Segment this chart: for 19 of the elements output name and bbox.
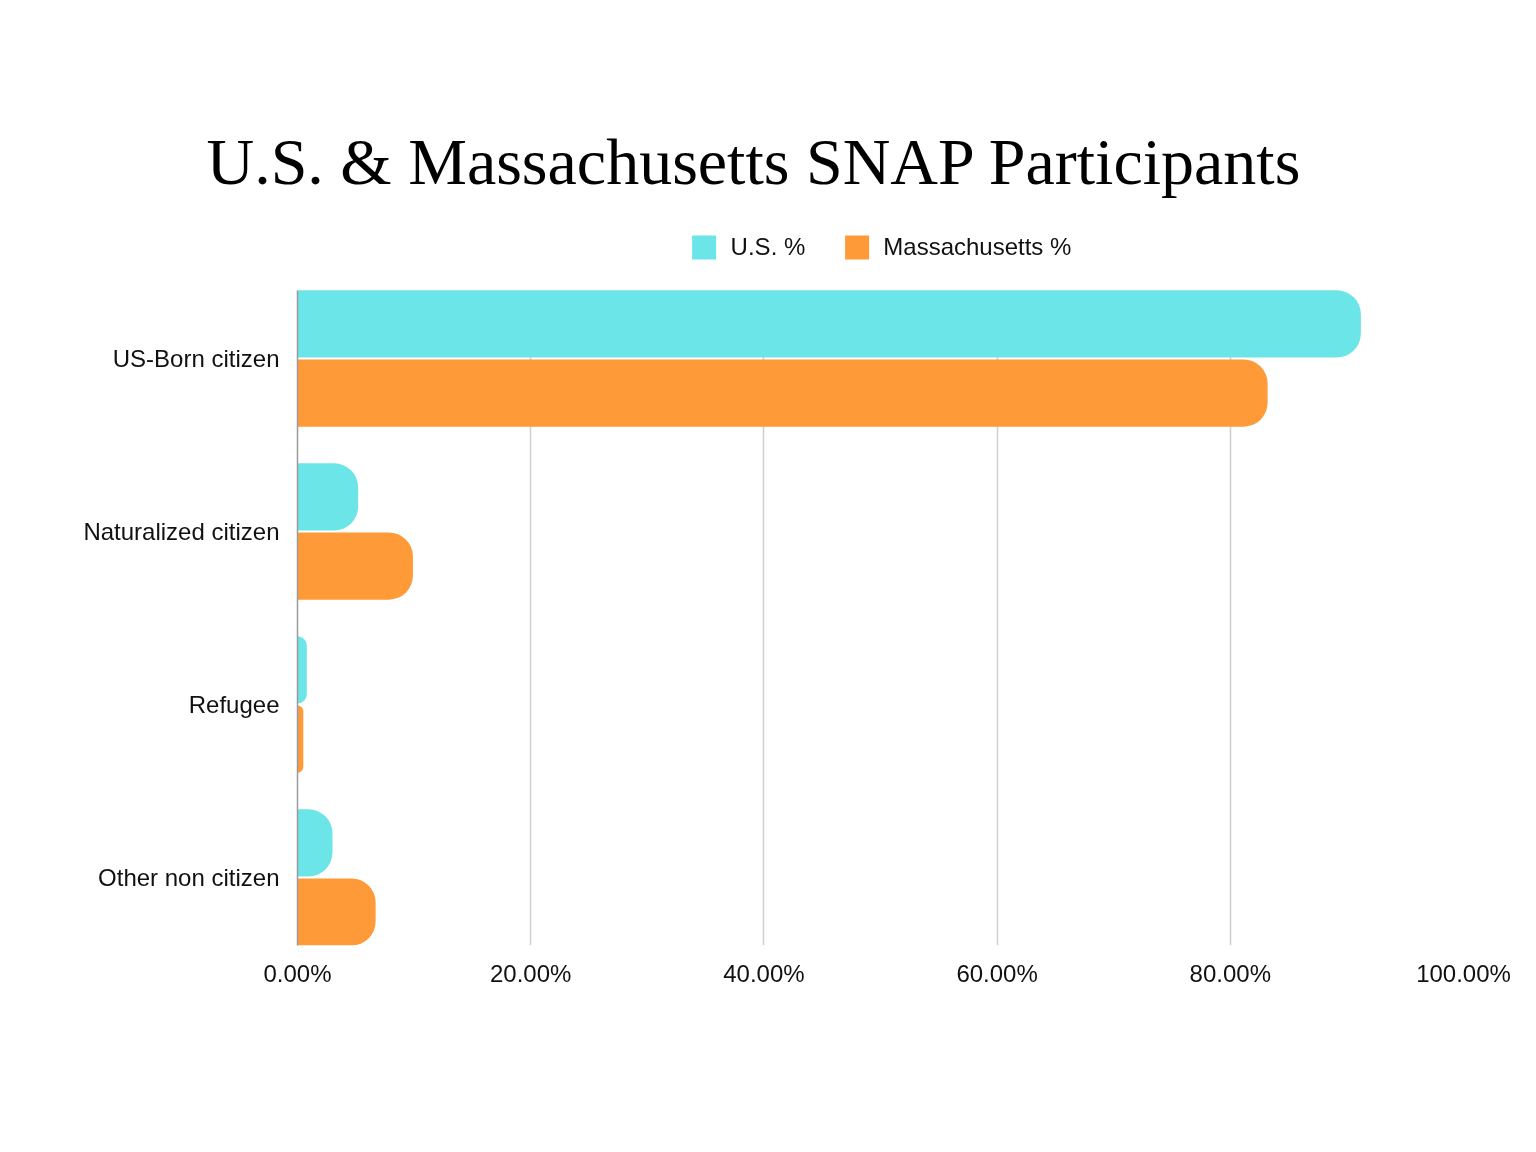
chart-title: U.S. & Massachusetts SNAP Participants: [206, 124, 1301, 198]
bar: [297, 636, 307, 704]
legend-label: Massachusetts %: [883, 233, 1072, 261]
bar: [297, 532, 413, 600]
legend-label: U.S. %: [730, 233, 806, 261]
bar: [297, 290, 1361, 358]
y-tick-label: US-Born citizen: [112, 344, 280, 372]
x-tick-label: 80.00%: [1189, 959, 1272, 987]
y-tick-label: Other non citizen: [98, 864, 280, 892]
x-tick-label: 60.00%: [956, 959, 1038, 987]
x-tick-label: 100.00%: [1416, 959, 1511, 987]
x-tick-label: 0.00%: [263, 959, 332, 987]
x-tick-label: 20.00%: [490, 959, 572, 987]
y-tick-label: Refugee: [188, 691, 280, 718]
bar: [297, 463, 359, 531]
x-tick-label: 40.00%: [723, 959, 805, 987]
bar: [297, 359, 1268, 427]
bar: [297, 878, 376, 946]
y-tick-label: Naturalized citizen: [83, 518, 280, 545]
